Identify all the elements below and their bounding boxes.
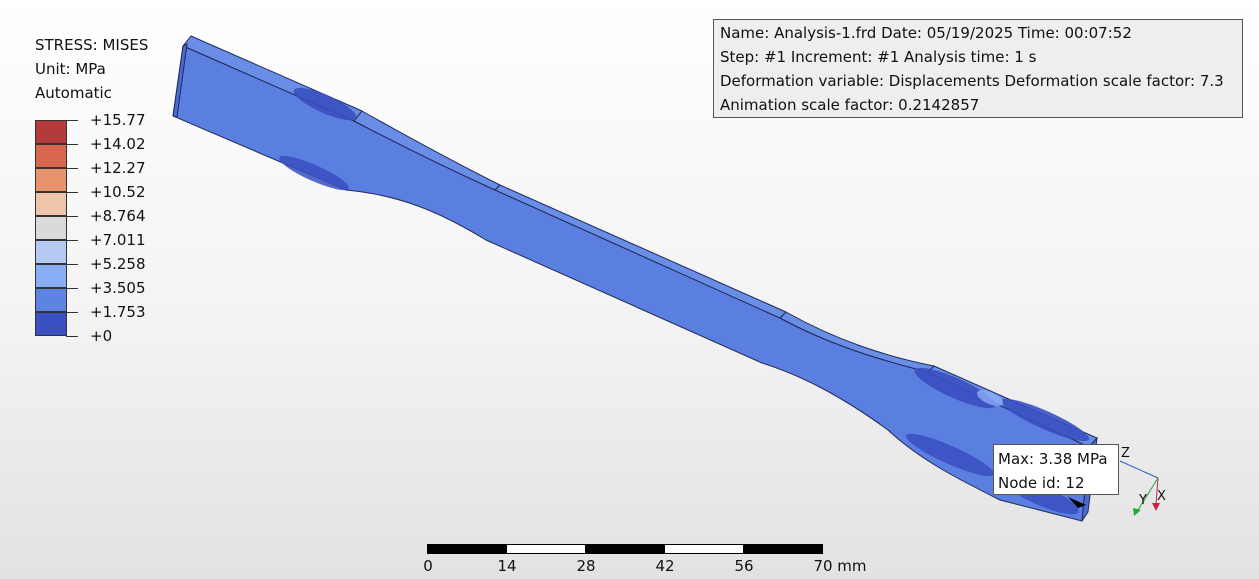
grip-left-side-face xyxy=(172,43,188,118)
legend-label: +15.77 xyxy=(90,111,146,129)
legend-swatch xyxy=(35,288,67,312)
info-line-animation: Animation scale factor: 0.2142857 xyxy=(720,96,980,114)
legend-tick xyxy=(66,312,78,313)
scale-bar-segment-4 xyxy=(664,544,744,554)
y-axis-label: Y xyxy=(1139,493,1147,508)
legend-tick xyxy=(66,192,78,193)
legend-label: +7.011 xyxy=(90,231,146,249)
legend-swatch xyxy=(35,216,67,240)
legend-label: +14.02 xyxy=(90,135,146,153)
scale-bar-segment-2 xyxy=(506,544,586,554)
scale-label-0: 0 xyxy=(423,557,433,575)
low-stress-patch-2 xyxy=(279,155,349,191)
low-stress-patch-3 xyxy=(914,367,996,409)
legend-tick xyxy=(66,216,78,217)
scale-label-70: 70 mm xyxy=(813,557,867,575)
legend-label: +1.753 xyxy=(90,303,146,321)
low-stress-patch-1 xyxy=(293,87,357,121)
legend-swatch xyxy=(35,312,67,336)
legend-swatch xyxy=(35,168,67,192)
scale-label-28: 28 xyxy=(576,557,596,575)
info-line-name-date: Name: Analysis-1.frd Date: 05/19/2025 Ti… xyxy=(720,24,1132,42)
scale-bar-segment-5 xyxy=(743,544,823,554)
legend-swatch xyxy=(35,120,67,144)
max-value-probe: Max: 3.38 MPa Node id: 12 xyxy=(993,444,1119,495)
legend-label: +3.505 xyxy=(90,279,146,297)
legend-tick xyxy=(66,144,78,145)
scale-bar-segment-3 xyxy=(585,544,665,554)
legend-title: STRESS: MISES xyxy=(35,36,149,54)
analysis-info-box: Name: Analysis-1.frd Date: 05/19/2025 Ti… xyxy=(713,19,1243,118)
legend-tick xyxy=(66,264,78,265)
mid-stress-patch xyxy=(976,390,1004,406)
legend-swatch xyxy=(35,240,67,264)
gauge-top-face xyxy=(353,110,936,373)
legend-swatch xyxy=(35,264,67,288)
legend-label: +10.52 xyxy=(90,183,146,201)
low-stress-patch-4 xyxy=(1000,398,1090,442)
z-axis-label: Z xyxy=(1121,446,1130,461)
probe-max-value: Max: 3.38 MPa xyxy=(998,450,1108,468)
legend-mode: Automatic xyxy=(35,84,112,102)
section-line-2 xyxy=(779,311,787,319)
low-stress-patch-5 xyxy=(905,433,995,477)
legend-label: +12.27 xyxy=(90,159,146,177)
legend-swatch xyxy=(35,144,67,168)
info-line-step: Step: #1 Increment: #1 Analysis time: 1 … xyxy=(720,48,1037,66)
legend-tick xyxy=(66,288,78,289)
scale-label-14: 14 xyxy=(497,557,517,575)
legend-label: +5.258 xyxy=(90,255,146,273)
info-line-deformation: Deformation variable: Displacements Defo… xyxy=(720,72,1224,90)
probe-node-id: Node id: 12 xyxy=(998,474,1085,492)
legend-label: +8.764 xyxy=(90,207,146,225)
legend-unit: Unit: MPa xyxy=(35,60,106,78)
scale-label-56: 56 xyxy=(734,557,754,575)
legend-label: +0 xyxy=(90,327,113,345)
scale-bar-segment-1 xyxy=(427,544,507,554)
legend-swatch xyxy=(35,192,67,216)
section-line-1 xyxy=(494,184,501,191)
scale-label-42: 42 xyxy=(655,557,675,575)
legend-tick xyxy=(66,168,78,169)
legend-tick xyxy=(66,336,78,337)
max-marker-arrow xyxy=(1068,497,1086,508)
legend-tick xyxy=(66,240,78,241)
legend-tick xyxy=(66,120,78,121)
x-axis-label: X xyxy=(1157,489,1166,504)
